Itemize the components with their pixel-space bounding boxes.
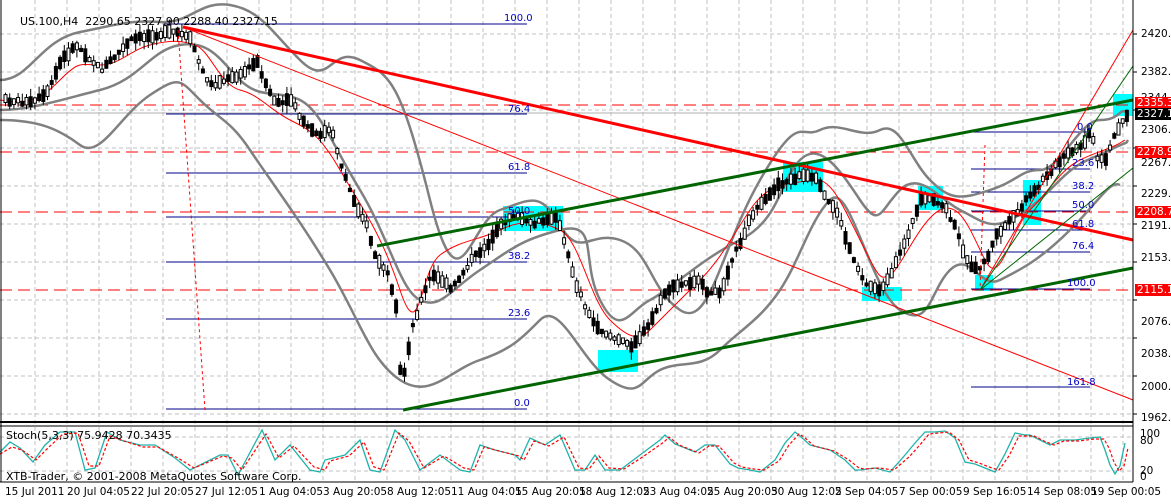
candlesticks: [3, 19, 1129, 382]
stochastic-label: Stoch(5,3,3) 75.9428 70.3435: [6, 429, 172, 442]
x-tick: 9 Sep 16:05: [963, 486, 1027, 498]
y-tick: 2420.00: [1141, 28, 1171, 40]
fib1-label-0: 0.0: [514, 398, 530, 409]
stoch-level-100: 100: [1140, 428, 1161, 440]
y-tick: 2267.05: [1141, 157, 1171, 169]
price-tag-support: 2115.11: [1135, 284, 1171, 296]
stoch-level-80: 80: [1140, 435, 1154, 447]
fib1-label-76: 76.4: [508, 104, 531, 115]
stoch-level-0: 0: [1140, 471, 1147, 483]
fib2-label-38: 38.2: [1072, 181, 1095, 192]
fib2-label-76: 76.4: [1072, 241, 1095, 252]
stochastic-signal-line: [0, 431, 1129, 472]
x-tick: 11 Aug 04:05: [451, 486, 522, 498]
y-tick: 2000.25: [1141, 381, 1171, 393]
fibonacci-retracement-1: [166, 23, 527, 410]
grid: [0, 0, 1133, 480]
fib2-label-50: 50.0: [1072, 200, 1095, 211]
fib2-label-23: 23.6: [1072, 158, 1095, 169]
price-tag-level: 2208.77: [1135, 206, 1171, 218]
y-tick: 2191.15: [1141, 220, 1171, 232]
x-tick: 23 Aug 04:05: [643, 486, 714, 498]
y-tick: 2038.20: [1141, 348, 1171, 360]
x-tick: 7 Sep 00:05: [899, 486, 963, 498]
x-tick: 18 Aug 12:05: [579, 486, 650, 498]
fib2-label-100: 100.0: [1067, 278, 1096, 289]
price-tag-resistance: 2335.36: [1135, 97, 1171, 109]
y-tick: 2382.05: [1141, 66, 1171, 78]
y-tick: 2306.15: [1141, 124, 1171, 136]
fib2-label-61: 61.8: [1072, 219, 1095, 230]
x-tick: 19 Sep 00:05: [1091, 486, 1162, 498]
fib2-label-0: 0.0: [1077, 122, 1093, 133]
price-tag-level: 2278.99: [1135, 146, 1171, 158]
y-tick: 2229.10: [1141, 188, 1171, 200]
x-tick: 1 Aug 04:05: [259, 486, 324, 498]
fib1-label-23: 23.6: [508, 308, 531, 319]
x-tick: 14 Sep 08:05: [1027, 486, 1098, 498]
y-tick: 2076.15: [1141, 316, 1171, 328]
x-tick: 27 Jul 12:05: [195, 486, 258, 498]
stochastic-main-line: [0, 428, 1126, 477]
x-tick: 2 Sep 04:05: [835, 486, 899, 498]
fib2-label-161: 161.8: [1067, 377, 1096, 388]
x-tick: 3 Aug 20:05: [323, 486, 388, 498]
support-resistance-levels: [0, 104, 1133, 291]
fib1-label-100: 100.0: [504, 13, 533, 24]
copyright-text: XTB-Trader, © 2001-2008 MetaQuotes Softw…: [6, 470, 302, 483]
x-tick: 20 Jul 04:05: [67, 486, 130, 498]
fib1-label-50: 50.0: [508, 206, 531, 217]
y-tick: 2153.20: [1141, 252, 1171, 264]
ohlc-values: 2290.65 2327.90 2288.40 2327.15: [85, 15, 278, 28]
x-tick: 25 Aug 20:05: [707, 486, 778, 498]
fib1-label-38: 38.2: [508, 251, 531, 262]
symbol-timeframe: US.100,H4: [20, 15, 79, 28]
x-tick: 15 Jul 2011: [5, 486, 65, 498]
stoch-level-20: 20: [1140, 465, 1154, 477]
x-tick: 8 Aug 12:05: [387, 486, 452, 498]
fib1-label-61: 61.8: [508, 162, 531, 173]
x-tick: 15 Aug 20:05: [515, 486, 586, 498]
price-tag-current: 2327.15: [1135, 108, 1171, 120]
moving-average: [0, 40, 1126, 338]
bollinger-bands: [0, 3, 1130, 390]
trendlines: [177, 25, 1134, 412]
x-tick: 30 Aug 12:05: [771, 486, 842, 498]
y-tick: 1962.30: [1141, 412, 1171, 424]
chart-header: US.100,H4 2290.65 2327.90 2288.40 2327.1…: [6, 2, 278, 41]
x-tick: 22 Jul 20:05: [131, 486, 194, 498]
